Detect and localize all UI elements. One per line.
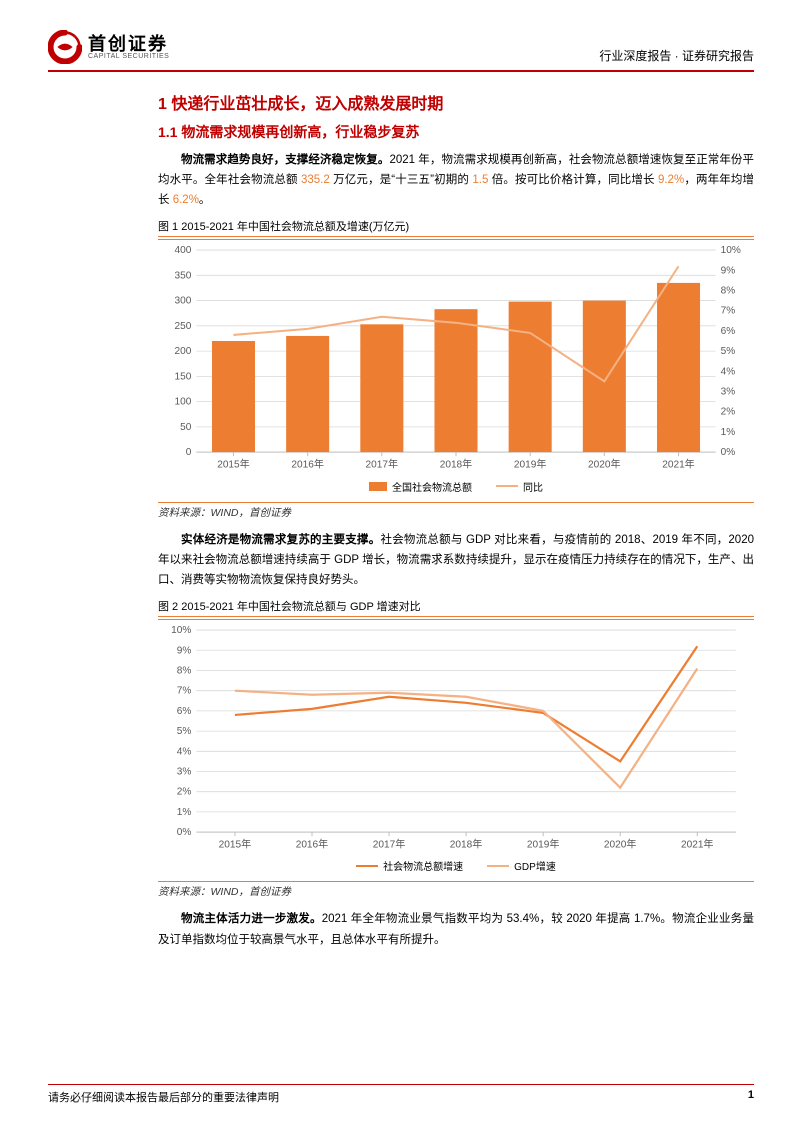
svg-text:4%: 4% <box>177 746 192 757</box>
svg-text:2016年: 2016年 <box>296 837 329 850</box>
figure-2-source: 资料来源：WIND，首创证券 <box>158 884 754 899</box>
svg-text:2020年: 2020年 <box>604 837 637 850</box>
legend-line-label: 同比 <box>523 479 543 494</box>
paragraph-3: 物流主体活力进一步激发。2021 年全年物流业景气指数平均为 53.4%，较 2… <box>158 909 754 949</box>
svg-text:5%: 5% <box>721 346 736 357</box>
p1-n4: 6.2% <box>173 194 199 206</box>
svg-text:2019年: 2019年 <box>527 837 560 850</box>
svg-text:0%: 0% <box>177 827 192 838</box>
svg-text:2019年: 2019年 <box>514 458 547 471</box>
svg-text:9%: 9% <box>721 266 736 277</box>
legend-bar-label: 全国社会物流总额 <box>392 479 472 494</box>
svg-text:2%: 2% <box>721 407 736 418</box>
figure-1-source: 资料来源：WIND，首创证券 <box>158 505 754 520</box>
svg-text:6%: 6% <box>177 706 192 717</box>
p1-b: 万亿元，是“十三五”初期的 <box>333 174 472 186</box>
svg-text:2015年: 2015年 <box>219 837 252 850</box>
footer-page-number: 1 <box>748 1089 754 1105</box>
figure-2-rule-top <box>158 616 754 620</box>
svg-text:2020年: 2020年 <box>588 458 621 471</box>
legend-s2: GDP增速 <box>487 858 556 873</box>
p1-e: 。 <box>199 194 211 206</box>
page: 首创证券 CAPITAL SECURITIES 行业深度报告 · 证券研究报告 … <box>0 0 802 1133</box>
svg-text:7%: 7% <box>721 306 736 317</box>
chart-1-legend: 全国社会物流总额 同比 <box>158 475 754 500</box>
svg-text:1%: 1% <box>177 807 192 818</box>
figure-1-title: 图 1 2015-2021 年中国社会物流总额及增速(万亿元) <box>158 218 754 234</box>
svg-text:3%: 3% <box>721 387 736 398</box>
svg-text:150: 150 <box>175 372 192 383</box>
svg-text:100: 100 <box>175 397 192 408</box>
svg-text:2021年: 2021年 <box>681 837 714 850</box>
svg-text:10%: 10% <box>171 625 191 636</box>
brand-name-en: CAPITAL SECURITIES <box>88 53 169 60</box>
brand-logo-block: 首创证券 CAPITAL SECURITIES <box>48 30 169 64</box>
svg-text:3%: 3% <box>177 767 192 778</box>
svg-text:2018年: 2018年 <box>440 458 473 471</box>
legend-s1: 社会物流总额增速 <box>356 858 463 873</box>
p1-n3: 9.2% <box>658 174 684 186</box>
svg-text:10%: 10% <box>721 245 741 256</box>
legend-line-swatch <box>496 485 518 487</box>
svg-text:5%: 5% <box>177 726 192 737</box>
p1-n2: 1.5 <box>472 174 491 186</box>
legend-s2-label: GDP增速 <box>514 858 556 873</box>
figure-2-rule-bot <box>158 881 754 882</box>
p1-bold: 物流需求趋势良好，支撑经济稳定恢复。 <box>181 154 389 166</box>
paragraph-1: 物流需求趋势良好，支撑经济稳定恢复。2021 年，物流需求规模再创新高，社会物流… <box>158 150 754 210</box>
svg-text:200: 200 <box>175 346 192 357</box>
figure-1-rule-bot <box>158 502 754 503</box>
figure-1-rule-top <box>158 236 754 240</box>
svg-text:2016年: 2016年 <box>291 458 324 471</box>
brand-name-cn: 首创证券 <box>88 35 169 53</box>
legend-bar: 全国社会物流总额 <box>369 479 472 494</box>
p3-bold: 物流主体活力进一步激发。 <box>181 913 322 925</box>
footer-disclaimer: 请务必仔细阅读本报告最后部分的重要法律声明 <box>48 1089 279 1105</box>
page-footer: 请务必仔细阅读本报告最后部分的重要法律声明 1 <box>48 1084 754 1105</box>
svg-text:7%: 7% <box>177 686 192 697</box>
chart-2: 0% 1% 2% 3% 4% 5% 6% 7% 8% 9% 10% 2015年 2016年 2017年 20… <box>158 622 754 854</box>
legend-bar-swatch <box>369 482 387 491</box>
svg-text:50: 50 <box>180 422 192 433</box>
p1-n1: 335.2 <box>301 174 333 186</box>
figure-2-title: 图 2 2015-2021 年中国社会物流总额与 GDP 增速对比 <box>158 598 754 614</box>
paragraph-2: 实体经济是物流需求复苏的主要支撑。社会物流总额与 GDP 对比来看，与疫情前的 … <box>158 530 754 590</box>
heading-1-1: 1.1 物流需求规模再创新高，行业稳步复苏 <box>158 122 754 142</box>
svg-text:4%: 4% <box>721 367 736 378</box>
p2-bold: 实体经济是物流需求复苏的主要支撑。 <box>181 534 380 546</box>
svg-text:350: 350 <box>175 271 192 282</box>
svg-text:6%: 6% <box>721 326 736 337</box>
svg-text:400: 400 <box>175 245 192 256</box>
p1-c: 倍。按可比价格计算，同比增长 <box>492 174 658 186</box>
svg-text:2018年: 2018年 <box>450 837 483 850</box>
page-header: 首创证券 CAPITAL SECURITIES 行业深度报告 · 证券研究报告 <box>48 30 754 72</box>
legend-s2-swatch <box>487 865 509 867</box>
svg-text:2017年: 2017年 <box>373 837 406 850</box>
svg-text:8%: 8% <box>177 666 192 677</box>
svg-text:2017年: 2017年 <box>366 458 399 471</box>
svg-text:2015年: 2015年 <box>217 458 250 471</box>
header-category: 行业深度报告 · 证券研究报告 <box>599 47 754 64</box>
svg-text:300: 300 <box>175 296 192 307</box>
svg-text:2%: 2% <box>177 787 192 798</box>
svg-text:0: 0 <box>186 448 192 459</box>
svg-text:1%: 1% <box>721 427 736 438</box>
svg-text:250: 250 <box>175 321 192 332</box>
brand-text: 首创证券 CAPITAL SECURITIES <box>88 35 169 60</box>
svg-text:0%: 0% <box>721 448 736 459</box>
svg-text:9%: 9% <box>177 645 192 656</box>
svg-text:2021年: 2021年 <box>662 458 695 471</box>
svg-text:8%: 8% <box>721 286 736 297</box>
chart-1: 0 50 100 150 200 250 300 350 400 0% 1% 2% 3% 4% 5% 6% 7%… <box>158 242 754 474</box>
body-content: 1 快递行业茁壮成长，迈入成熟发展时期 1.1 物流需求规模再创新高，行业稳步复… <box>48 90 754 950</box>
legend-line: 同比 <box>496 479 543 494</box>
chart-2-legend: 社会物流总额增速 GDP增速 <box>158 854 754 879</box>
heading-1: 1 快递行业茁壮成长，迈入成熟发展时期 <box>158 90 754 114</box>
legend-s1-swatch <box>356 865 378 867</box>
legend-s1-label: 社会物流总额增速 <box>383 858 463 873</box>
brand-logo-icon <box>48 30 82 64</box>
